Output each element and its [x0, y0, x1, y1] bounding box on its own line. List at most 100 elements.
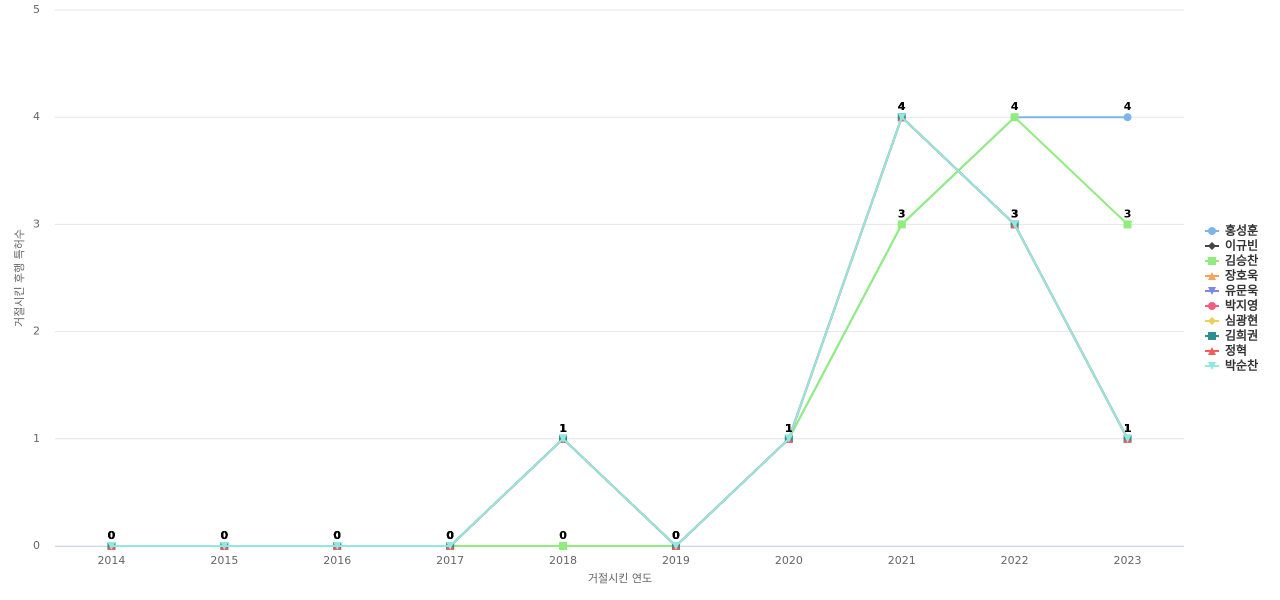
- data-label: 0: [672, 529, 680, 542]
- x-tick-label: 2023: [1114, 554, 1142, 567]
- data-label: 0: [221, 529, 229, 542]
- data-label: 4: [898, 100, 906, 113]
- data-label: 0: [333, 529, 341, 542]
- data-label: 0: [333, 529, 341, 542]
- data-label: 1: [559, 422, 567, 435]
- data-label: 4: [1011, 100, 1019, 113]
- data-label: 1: [559, 422, 567, 435]
- data-label: 0: [559, 529, 567, 542]
- data-label: 0: [672, 529, 680, 542]
- data-label: 0: [333, 529, 341, 542]
- data-label: 0: [108, 529, 116, 542]
- point: [1123, 220, 1132, 229]
- data-label: 1: [559, 422, 567, 435]
- point: [897, 220, 906, 229]
- data-label: 1: [559, 422, 567, 435]
- data-label: 0: [672, 529, 680, 542]
- data-label: 0: [672, 529, 680, 542]
- legend-symbol: [1208, 242, 1216, 250]
- point: [671, 542, 680, 550]
- data-label: 0: [672, 529, 680, 542]
- data-label: 3: [898, 207, 906, 220]
- legend-symbol: [1208, 317, 1216, 325]
- data-label: 0: [446, 529, 454, 542]
- data-label: 3: [1124, 207, 1132, 220]
- legend-label[interactable]: 정혁: [1225, 343, 1247, 358]
- y-tick-label: 0: [33, 539, 40, 552]
- data-label: 0: [221, 529, 229, 542]
- legend-label[interactable]: 박순찬: [1225, 358, 1258, 373]
- data-label: 3: [1011, 207, 1019, 220]
- point: [1010, 220, 1019, 229]
- data-label: 3: [898, 207, 906, 220]
- legend-label[interactable]: 심광현: [1225, 313, 1258, 328]
- data-label: 1: [1124, 422, 1132, 435]
- data-label: 1: [1124, 422, 1132, 435]
- data-label: 0: [108, 529, 116, 542]
- x-tick-label: 2016: [323, 554, 351, 567]
- data-label: 0: [672, 529, 680, 542]
- data-label: 0: [221, 529, 229, 542]
- data-label: 0: [672, 529, 680, 542]
- data-label: 0: [221, 529, 229, 542]
- legend-label[interactable]: 장호욱: [1225, 268, 1258, 283]
- data-label: 1: [1124, 422, 1132, 435]
- data-label: 4: [898, 100, 906, 113]
- point: [784, 434, 793, 443]
- data-label: 0: [108, 529, 116, 542]
- data-label: 0: [221, 529, 229, 542]
- data-label: 0: [108, 529, 116, 542]
- data-label: 3: [1011, 207, 1019, 220]
- point: [1123, 113, 1132, 122]
- data-label: 3: [1011, 207, 1019, 220]
- data-label: 0: [333, 529, 341, 542]
- data-label: 0: [221, 529, 229, 542]
- legend-label[interactable]: 유문욱: [1225, 283, 1258, 298]
- legend-label[interactable]: 이규빈: [1225, 238, 1258, 253]
- data-label: 0: [559, 529, 567, 542]
- point: [897, 113, 906, 122]
- legend-symbol: [1208, 332, 1216, 340]
- data-label: 0: [333, 529, 341, 542]
- legend-symbol: [1208, 347, 1216, 355]
- point: [446, 542, 455, 550]
- data-label: 1: [1124, 422, 1132, 435]
- data-label: 1: [785, 422, 793, 435]
- legend-symbol: [1208, 257, 1216, 265]
- data-label: 0: [333, 529, 341, 542]
- point: [559, 542, 568, 550]
- data-label: 0: [446, 529, 454, 542]
- data-label: 0: [446, 529, 454, 542]
- data-label: 0: [446, 529, 454, 542]
- legend-label[interactable]: 김희권: [1225, 328, 1258, 343]
- data-label: 0: [446, 529, 454, 542]
- x-tick-label: 2019: [662, 554, 690, 567]
- data-label: 0: [221, 529, 229, 542]
- legend-label[interactable]: 박지영: [1225, 298, 1258, 313]
- data-label: 1: [559, 422, 567, 435]
- data-label: 0: [108, 529, 116, 542]
- data-label: 3: [1011, 207, 1019, 220]
- data-label: 1: [785, 422, 793, 435]
- data-label: 0: [333, 529, 341, 542]
- data-label: 1: [559, 422, 567, 435]
- data-label: 1: [1124, 422, 1132, 435]
- y-axis-title: 거절시킨 후행 특허수: [13, 229, 26, 327]
- legend-symbol: [1208, 227, 1216, 235]
- legend-label[interactable]: 홍성훈: [1225, 223, 1258, 238]
- data-label: 0: [446, 529, 454, 542]
- legend-symbol: [1208, 362, 1216, 370]
- data-label: 1: [785, 422, 793, 435]
- y-tick-label: 1: [33, 432, 40, 445]
- point: [220, 542, 229, 550]
- data-label: 0: [333, 529, 341, 542]
- x-tick-label: 2015: [210, 554, 238, 567]
- point: [1123, 434, 1132, 443]
- data-label: 1: [1124, 422, 1132, 435]
- data-label: 4: [898, 100, 906, 113]
- point: [559, 434, 568, 443]
- legend-label[interactable]: 김승찬: [1225, 253, 1258, 268]
- data-label: 4: [898, 100, 906, 113]
- data-label: 1: [785, 422, 793, 435]
